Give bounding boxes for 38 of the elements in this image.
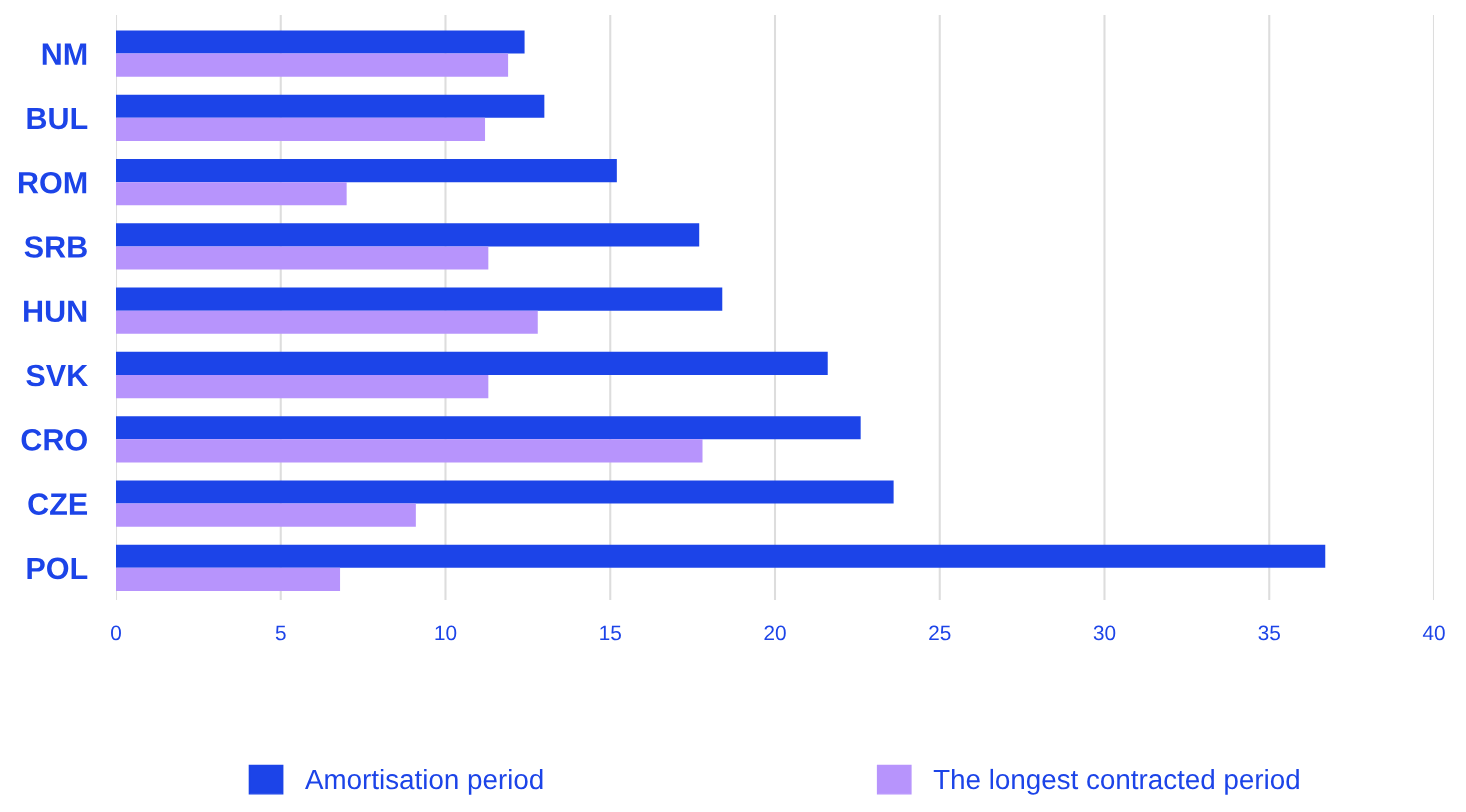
bar [116,223,700,247]
legend-label: Amortisation period [305,768,543,795]
bar [116,94,545,118]
bar [116,351,828,375]
x-tick-label: 0 [111,625,121,641]
bar [116,287,723,311]
x-tick-label: 10 [435,625,457,641]
y-tick-label: POL [27,557,88,580]
y-tick-label: BUL [27,107,88,130]
x-tick-label: 40 [1422,625,1445,641]
y-tick-label: CRO [21,429,87,451]
y-tick-label: HUN [24,300,87,323]
y-tick-label: SVK [26,364,88,387]
bar [116,182,347,206]
bar [116,53,509,77]
bar [116,159,617,183]
bar [116,117,486,141]
bar [116,439,703,463]
y-tick-label: SRB [24,236,87,258]
bar [116,310,538,334]
x-tick-label: 20 [764,625,786,641]
bar [116,30,525,54]
x-tick-label: 5 [275,625,286,641]
y-tick-label: ROM [18,171,87,194]
bar [116,246,489,270]
y-tick-label: CZE [28,493,88,515]
y-tick-label: NM [42,43,87,65]
x-tick-label: 15 [600,625,621,641]
x-tick-label: 30 [1093,625,1116,641]
bar [116,416,861,440]
bar [116,375,489,399]
x-tick-label: 35 [1258,625,1280,641]
bar [116,567,341,591]
x-tick-label: 25 [929,625,951,641]
legend-label: The longest contracted period [933,768,1299,795]
bar [116,503,416,527]
bar [116,480,894,504]
bar [116,544,1326,568]
